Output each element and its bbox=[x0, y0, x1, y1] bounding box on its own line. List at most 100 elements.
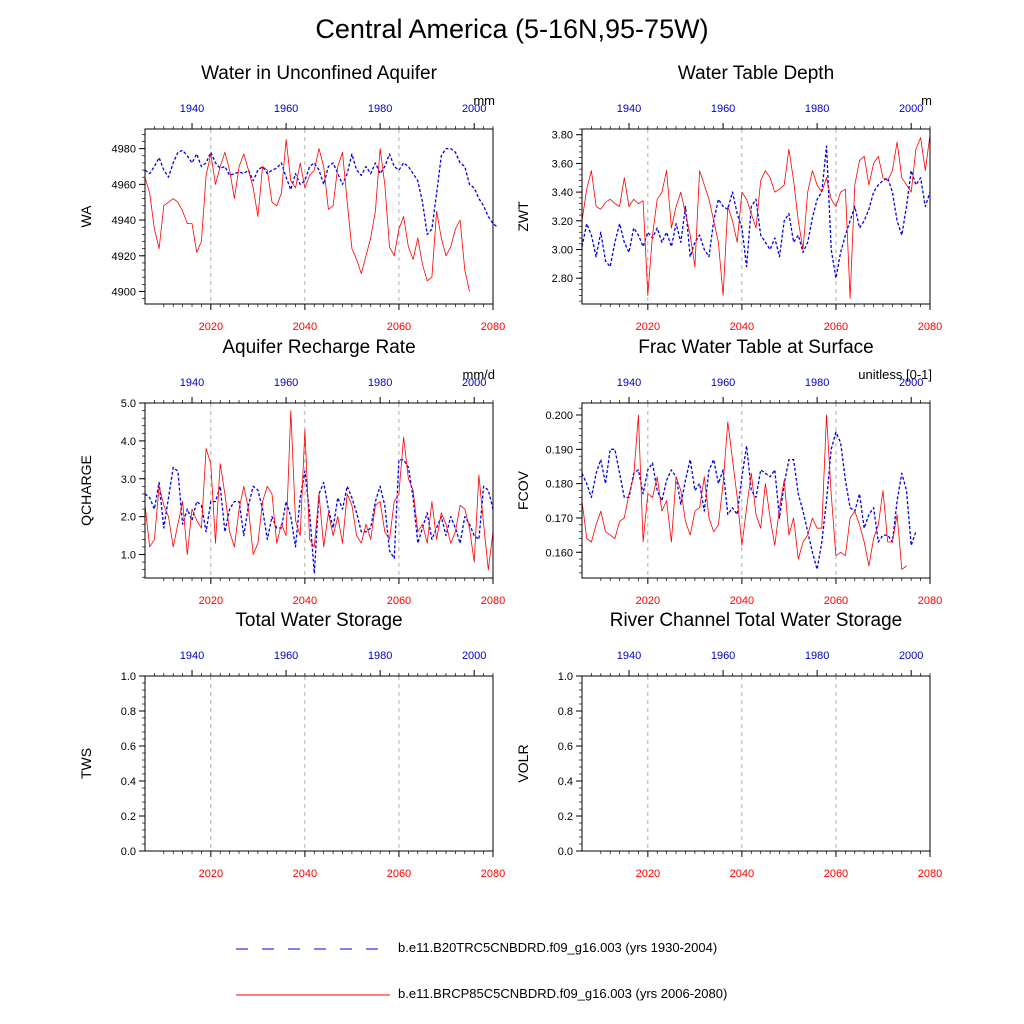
y-tick-label: 4900 bbox=[112, 287, 136, 299]
chart-title-wa: Water in Unconfined Aquifer bbox=[201, 63, 438, 84]
x-bottom-tick-label: 2060 bbox=[387, 595, 411, 607]
y-tick-label: 0.6 bbox=[121, 741, 136, 753]
y-tick-label: 4920 bbox=[112, 251, 136, 263]
x-top-tick-label: 1980 bbox=[805, 103, 829, 115]
x-top-tick-label: 1980 bbox=[805, 650, 829, 662]
series-historical-qcharge bbox=[144, 459, 494, 575]
x-bottom-tick-label: 2060 bbox=[824, 321, 848, 333]
x-top-tick-label: 1980 bbox=[368, 103, 392, 115]
units-label-fcov: unitless [0-1] bbox=[858, 367, 932, 382]
y-tick-label: 0.6 bbox=[558, 741, 573, 753]
x-top-tick-label: 2000 bbox=[462, 650, 486, 662]
x-bottom-tick-label: 2060 bbox=[387, 321, 411, 333]
units-label-qcharge: mm/d bbox=[463, 367, 496, 382]
x-bottom-tick-label: 2060 bbox=[387, 868, 411, 880]
plot-frame-tws bbox=[144, 675, 494, 852]
y-tick-label: 3.40 bbox=[552, 187, 573, 199]
x-bottom-tick-label: 2020 bbox=[636, 595, 660, 607]
x-bottom-tick-label: 2060 bbox=[824, 868, 848, 880]
plot-frame-wa bbox=[144, 128, 494, 305]
chart-title-qcharge: Aquifer Recharge Rate bbox=[222, 337, 415, 358]
y-tick-label: 0.0 bbox=[121, 846, 136, 858]
plot-frame-fcov bbox=[581, 402, 931, 579]
x-bottom-tick-label: 2020 bbox=[636, 321, 660, 333]
y-tick-label: 0.4 bbox=[121, 776, 136, 788]
y-tick-label: 0.2 bbox=[121, 811, 136, 823]
y-tick-label: 0.160 bbox=[545, 547, 573, 559]
chart-volr: River Channel Total Water Storage 0.0 0.2 0… bbox=[515, 610, 942, 880]
x-bottom-tick-label: 2080 bbox=[481, 595, 505, 607]
y-tick-label: 0.8 bbox=[121, 706, 136, 718]
series-historical-zwt bbox=[581, 145, 931, 279]
y-tick-label: 0.8 bbox=[558, 706, 573, 718]
y-tick-label: 4.0 bbox=[121, 436, 136, 448]
x-top-tick-label: 2000 bbox=[899, 103, 923, 115]
x-bottom-tick-label: 2020 bbox=[199, 595, 223, 607]
x-top-tick-label: 1960 bbox=[711, 650, 735, 662]
x-top-tick-label: 1980 bbox=[805, 377, 829, 389]
x-top-tick-label: 2000 bbox=[899, 650, 923, 662]
y-tick-label: 4980 bbox=[112, 144, 136, 156]
chart-title-tws: Total Water Storage bbox=[235, 610, 402, 631]
y-tick-label: 2.80 bbox=[552, 273, 573, 285]
plot-frame-volr bbox=[581, 675, 931, 852]
series-future-qcharge bbox=[144, 410, 494, 571]
x-bottom-tick-label: 2080 bbox=[918, 595, 942, 607]
x-top-tick-label: 2000 bbox=[462, 103, 486, 115]
x-bottom-tick-label: 2040 bbox=[730, 321, 754, 333]
series-historical-fcov bbox=[581, 431, 917, 571]
x-bottom-tick-label: 2080 bbox=[481, 868, 505, 880]
x-top-tick-label: 1960 bbox=[711, 377, 735, 389]
y-tick-label: 4940 bbox=[112, 215, 136, 227]
series-historical-wa bbox=[144, 147, 499, 236]
series-future-zwt bbox=[581, 134, 931, 299]
chart-title-zwt: Water Table Depth bbox=[678, 63, 834, 84]
x-bottom-tick-label: 2040 bbox=[293, 595, 317, 607]
x-top-tick-label: 1940 bbox=[617, 650, 641, 662]
y-axis-label-fcov: FCOV bbox=[515, 470, 531, 510]
y-tick-label: 0.4 bbox=[558, 776, 573, 788]
x-top-tick-label: 1980 bbox=[368, 377, 392, 389]
plot-frame-zwt bbox=[581, 128, 931, 305]
page-title: Central America (5-16N,95-75W) bbox=[315, 14, 709, 44]
units-label-zwt: m bbox=[921, 93, 932, 108]
x-bottom-tick-label: 2080 bbox=[918, 868, 942, 880]
units-label-wa: mm bbox=[473, 93, 495, 108]
y-tick-label: 3.80 bbox=[552, 130, 573, 142]
chart-title-volr: River Channel Total Water Storage bbox=[610, 610, 903, 631]
y-axis-label-wa: WA bbox=[78, 205, 94, 228]
y-tick-label: 4960 bbox=[112, 179, 136, 191]
x-top-tick-label: 1980 bbox=[368, 650, 392, 662]
series-future-fcov bbox=[581, 414, 907, 570]
y-axis-label-tws: TWS bbox=[78, 748, 94, 779]
y-axis-label-qcharge: QCHARGE bbox=[78, 455, 94, 526]
y-tick-label: 0.200 bbox=[545, 410, 573, 422]
y-axis-label-volr: VOLR bbox=[515, 744, 531, 782]
y-tick-label: 0.170 bbox=[545, 513, 573, 525]
x-bottom-tick-label: 2080 bbox=[918, 321, 942, 333]
x-bottom-tick-label: 2040 bbox=[293, 868, 317, 880]
y-tick-label: 5.0 bbox=[121, 398, 136, 410]
x-bottom-tick-label: 2020 bbox=[199, 868, 223, 880]
y-tick-label: 0.2 bbox=[558, 811, 573, 823]
x-top-tick-label: 1940 bbox=[617, 103, 641, 115]
x-bottom-tick-label: 2040 bbox=[293, 321, 317, 333]
series-future-wa bbox=[144, 139, 470, 292]
chart-zwt: Water Table Depth m 2.80 3.00 3.20 3.40 3.60 3.… bbox=[515, 63, 942, 333]
y-tick-label: 3.0 bbox=[121, 474, 136, 486]
y-tick-label: 2.0 bbox=[121, 512, 136, 524]
x-bottom-tick-label: 2020 bbox=[636, 868, 660, 880]
x-bottom-tick-label: 2080 bbox=[481, 321, 505, 333]
y-tick-label: 3.60 bbox=[552, 158, 573, 170]
x-bottom-tick-label: 2040 bbox=[730, 868, 754, 880]
y-tick-label: 3.00 bbox=[552, 244, 573, 256]
y-tick-label: 0.180 bbox=[545, 479, 573, 491]
x-top-tick-label: 1960 bbox=[711, 103, 735, 115]
y-axis-label-zwt: ZWT bbox=[515, 201, 531, 232]
x-top-tick-label: 2000 bbox=[899, 377, 923, 389]
chart-wa: Water in Unconfined Aquifer mm 4900 4920 494… bbox=[78, 63, 505, 333]
chart-title-fcov: Frac Water Table at Surface bbox=[638, 337, 874, 358]
plot-frame-qcharge bbox=[144, 402, 494, 579]
x-bottom-tick-label: 2040 bbox=[730, 595, 754, 607]
